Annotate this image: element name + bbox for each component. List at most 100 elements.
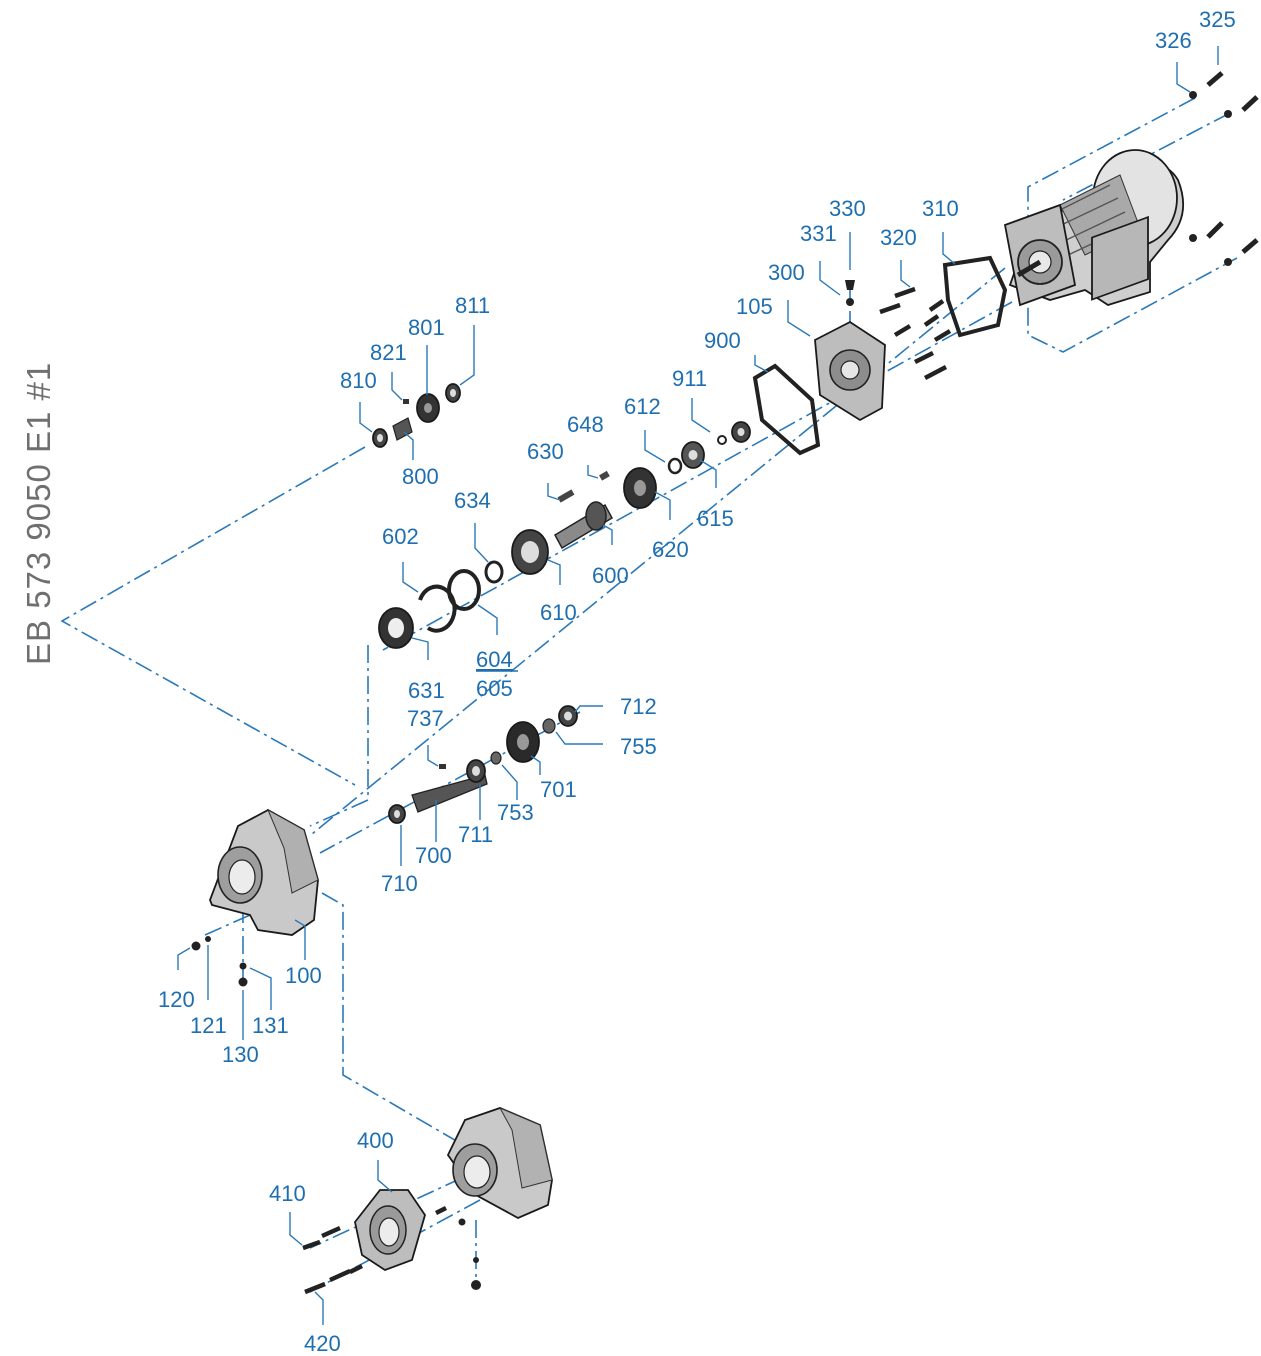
part-label-900: 900 (704, 328, 741, 353)
part-label-821: 821 (370, 340, 407, 365)
axis-line (321, 892, 466, 1147)
circlip-634 (484, 560, 504, 584)
part-label-310: 310 (922, 196, 959, 221)
leader-line (289, 1212, 303, 1246)
leader-line (459, 325, 475, 386)
leader-line (754, 355, 769, 373)
bearing-710 (388, 804, 406, 824)
leader-line (403, 431, 414, 460)
flange-bolts (879, 286, 952, 380)
leader-line (249, 967, 272, 1010)
axis-line (319, 711, 581, 854)
leader-line (654, 491, 671, 520)
part-label-701: 701 (540, 777, 577, 802)
leader-line (177, 947, 191, 970)
parts (191, 71, 1259, 1295)
part-label-300: 300 (768, 260, 805, 285)
axis-line (311, 267, 1006, 835)
part-label-810: 810 (340, 368, 377, 393)
leader-line (691, 398, 711, 433)
key-821 (403, 399, 409, 404)
part-label-610: 610 (540, 600, 577, 625)
leader-line (644, 430, 666, 463)
axis-line (60, 446, 366, 786)
gear-housing-100 (209, 808, 319, 936)
part-label-331: 331 (800, 221, 837, 246)
leader-line (1176, 62, 1191, 93)
gear-housing-400 (446, 1106, 553, 1220)
part-label-700: 700 (415, 843, 452, 868)
part-label-121: 121 (190, 1013, 227, 1038)
leader-line (391, 372, 403, 401)
key-630 (557, 489, 575, 503)
spacer-755 (542, 718, 556, 734)
leader-line (474, 523, 489, 563)
part-label-325: 325 (1199, 7, 1236, 32)
part-label-712: 712 (620, 694, 657, 719)
gasket-310 (942, 255, 1008, 338)
gear-701 (506, 721, 540, 763)
part-label-753: 753 (497, 800, 534, 825)
part-label-400: 400 (357, 1128, 394, 1153)
leader-line (530, 755, 541, 775)
axis-line (309, 645, 369, 827)
part-label-604: 604 (476, 647, 513, 672)
gear-620 (623, 467, 657, 509)
spacer-753 (490, 751, 502, 765)
part-label-130: 130 (222, 1042, 259, 1067)
shaft-700 (411, 774, 488, 813)
part-label-630: 630 (527, 439, 564, 464)
part-label-605: 605 (476, 676, 513, 701)
pinion-shaft-600 (554, 501, 613, 550)
gasket-900 (752, 363, 821, 456)
flange-screws (302, 1205, 448, 1295)
leader-line (900, 260, 911, 288)
key-737 (439, 764, 446, 769)
leader-line (427, 745, 439, 767)
bearing-712 (558, 705, 578, 727)
circlip-602 (418, 584, 457, 633)
part-label-100: 100 (285, 963, 322, 988)
leader-line (411, 637, 429, 660)
bearing-615 (681, 441, 705, 469)
leader-line (699, 459, 717, 488)
washer-331 (846, 298, 854, 306)
part-label-326: 326 (1155, 28, 1192, 53)
leader-line (477, 604, 498, 635)
housing-400-plugs (458, 1218, 481, 1290)
leader-line (359, 402, 373, 433)
part-label-410: 410 (269, 1181, 306, 1206)
adapter-flange (814, 320, 886, 422)
leader-line (314, 1291, 324, 1325)
grease-nipple-330 (845, 280, 855, 290)
part-label-911: 911 (672, 366, 707, 391)
bearing-811 (445, 383, 461, 403)
leader-line (602, 524, 613, 545)
leader-line (501, 764, 518, 800)
leader-line (787, 300, 811, 337)
part-label-737: 737 (407, 706, 444, 731)
part-label-648: 648 (567, 412, 604, 437)
part-label-131: 131 (252, 1013, 289, 1038)
part-label-320: 320 (880, 225, 917, 250)
gear-801 (416, 393, 440, 423)
leader-line (555, 731, 603, 745)
leader-line (574, 705, 603, 713)
part-label-710: 710 (381, 871, 418, 896)
part-label-600: 600 (592, 563, 629, 588)
leader-line (819, 261, 841, 296)
part-label-620: 620 (652, 537, 689, 562)
axis-line (382, 301, 1013, 651)
output-flange-400 (354, 1189, 426, 1272)
axis-line (1027, 97, 1238, 353)
circlip-612 (667, 457, 683, 475)
document-id: EB 573 9050 E1 #1 (20, 362, 57, 665)
bearing-711 (466, 759, 486, 783)
part-label-631: 631 (408, 678, 445, 703)
leader-line (587, 465, 599, 479)
bearing-610 (511, 529, 549, 575)
part-label-420: 420 (304, 1331, 341, 1356)
leader-line (547, 483, 561, 501)
key-648 (599, 470, 610, 481)
